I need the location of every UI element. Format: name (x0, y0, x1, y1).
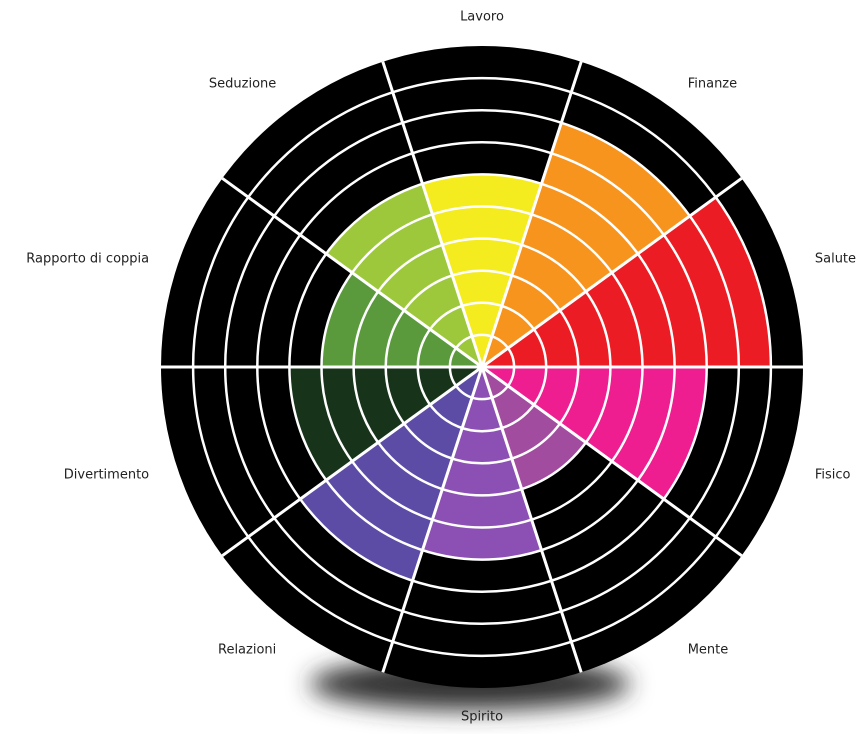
sector-label: Salute (815, 251, 856, 266)
sector-label: Spirito (461, 710, 503, 725)
sector-divider (481, 177, 743, 369)
sector-divider (480, 366, 583, 673)
sector (300, 367, 482, 581)
sector-label: Seduzione (209, 76, 276, 91)
sector-divider (381, 366, 484, 673)
sector-label: Finanze (688, 76, 737, 91)
sector-label: Relazioni (218, 643, 276, 658)
sector-label: Lavoro (460, 10, 504, 25)
sector-divider (481, 365, 743, 557)
sector-label: Divertimento (64, 468, 149, 483)
sector-divider (221, 177, 483, 369)
sector (326, 183, 482, 367)
sector (289, 367, 482, 481)
sector-divider (381, 61, 484, 368)
sector-label: Fisico (815, 468, 851, 483)
sector (482, 197, 771, 367)
sector-label: Rapporto di coppia (26, 251, 149, 266)
sector-label: Mente (688, 643, 729, 658)
sector (321, 272, 482, 367)
sector (482, 367, 586, 490)
sector-divider (480, 61, 583, 368)
sector-divider (221, 365, 483, 557)
